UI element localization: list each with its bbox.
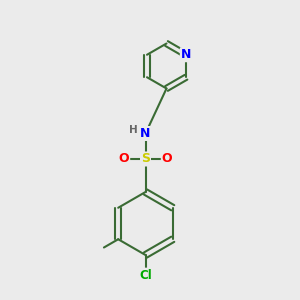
Text: H: H (128, 124, 137, 135)
Text: N: N (140, 127, 151, 140)
Text: S: S (141, 152, 150, 166)
Text: N: N (181, 48, 191, 61)
Text: O: O (118, 152, 129, 166)
Text: O: O (162, 152, 172, 166)
Text: Cl: Cl (139, 268, 152, 282)
